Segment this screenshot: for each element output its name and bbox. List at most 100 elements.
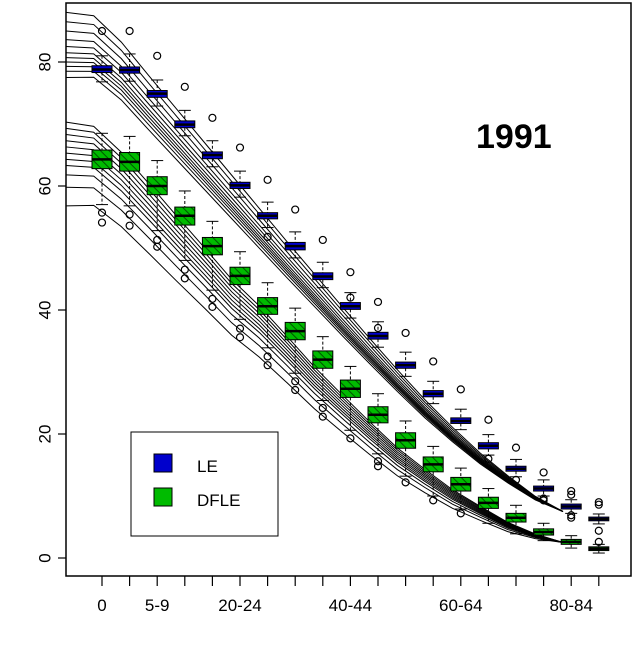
box-layer xyxy=(91,26,610,554)
box-le-16 xyxy=(533,468,555,505)
outlier-point xyxy=(594,526,603,535)
box-le-11 xyxy=(395,328,417,377)
box-le-4 xyxy=(201,113,223,168)
outlier-point xyxy=(373,457,383,466)
box-le-9 xyxy=(339,268,361,319)
trajectory-line xyxy=(66,70,564,512)
outlier-point xyxy=(97,218,107,227)
plot-frame xyxy=(65,2,632,577)
trajectory-line xyxy=(66,52,564,512)
outlier-point xyxy=(511,443,521,452)
outlier-point xyxy=(153,51,162,60)
outlier-point xyxy=(484,454,493,463)
y-tick-label: 0 xyxy=(35,553,54,562)
outlier-point xyxy=(567,490,576,499)
outlier-point xyxy=(567,486,576,496)
trajectory-line xyxy=(66,61,564,512)
outlier-point xyxy=(539,468,548,477)
trajectory-line xyxy=(66,65,564,512)
box-le-3 xyxy=(174,82,196,137)
outlier-point xyxy=(318,235,327,245)
legend-swatch-le xyxy=(153,453,173,473)
box-dfle-17 xyxy=(560,535,582,549)
outlier-point xyxy=(346,268,355,277)
box-dfle-9 xyxy=(339,365,361,443)
box-dfle-0 xyxy=(91,132,113,227)
box-le-7 xyxy=(284,205,306,259)
trajectory-line xyxy=(66,186,564,543)
outlier-point xyxy=(180,265,189,274)
box-le-0 xyxy=(91,26,113,83)
trajectory-line xyxy=(66,146,564,543)
outlier-point xyxy=(97,208,107,217)
box-le-1 xyxy=(119,26,141,82)
box-dfle-13 xyxy=(450,467,472,518)
legend-label-dfle: DFLE xyxy=(197,491,240,510)
outlier-point xyxy=(511,475,521,484)
outlier-point xyxy=(401,478,410,487)
x-tick-label: 20-24 xyxy=(218,596,261,615)
outlier-point xyxy=(125,221,134,230)
trajectory-line xyxy=(66,76,564,512)
outlier-point xyxy=(263,232,272,241)
outlier-point xyxy=(263,352,272,361)
year-annotation: 1991 xyxy=(476,118,552,156)
y-axis: 0 20 40 60 80 xyxy=(35,53,66,563)
outlier-point xyxy=(373,297,383,307)
box-dfle-14 xyxy=(477,488,499,524)
outlier-point xyxy=(429,357,438,366)
outlier-point xyxy=(318,412,327,421)
x-tick-label: 60-64 xyxy=(439,596,482,615)
outlier-point xyxy=(180,274,189,283)
box-dfle-12 xyxy=(422,445,444,505)
x-tick-label: 40-44 xyxy=(329,596,372,615)
outlier-point xyxy=(125,210,134,219)
outlier-point xyxy=(235,333,245,342)
box-dfle-15 xyxy=(505,504,527,535)
outlier-point xyxy=(318,403,327,413)
outlier-point xyxy=(291,385,300,395)
outlier-point xyxy=(235,143,245,152)
trajectory-line xyxy=(66,39,564,512)
box-dfle-10 xyxy=(367,393,389,471)
y-tick-label: 40 xyxy=(35,301,54,320)
box-le-10 xyxy=(367,297,389,348)
legend-label-le: LE xyxy=(197,457,218,476)
outlier-point xyxy=(346,434,355,443)
box-dfle-18 xyxy=(588,543,610,554)
y-tick-label: 20 xyxy=(35,425,54,444)
box-le-6 xyxy=(257,175,279,241)
outlier-point xyxy=(263,361,272,370)
outlier-point xyxy=(373,323,383,333)
legend-frame xyxy=(130,431,279,537)
outlier-point xyxy=(567,513,576,522)
box-dfle-11 xyxy=(395,420,417,487)
x-tick-label: 5-9 xyxy=(145,596,170,615)
box-dfle-2 xyxy=(146,160,168,251)
box-dfle-6 xyxy=(257,282,279,370)
outlier-point xyxy=(235,324,245,333)
y-tick-label: 80 xyxy=(35,53,54,72)
outlier-point xyxy=(484,415,493,424)
outlier-point xyxy=(346,293,355,302)
trajectory-line xyxy=(66,140,564,543)
outlier-point xyxy=(373,462,383,471)
outlier-point xyxy=(153,235,162,245)
x-tick-label: 0 xyxy=(97,596,106,615)
outlier-point xyxy=(291,377,300,386)
box-le-12 xyxy=(422,357,444,405)
trajectory-line xyxy=(66,204,563,543)
outlier-point xyxy=(153,242,162,251)
box-dfle-16 xyxy=(533,522,555,542)
x-tick-label: 80-84 xyxy=(549,596,592,615)
outlier-point xyxy=(208,113,217,122)
box-le-2 xyxy=(146,51,168,107)
box-dfle-1 xyxy=(119,135,141,230)
trajectory-line xyxy=(66,158,564,543)
box-dfle-3 xyxy=(174,190,196,283)
box-dfle-5 xyxy=(229,251,251,342)
box-le-5 xyxy=(229,143,251,198)
outlier-point xyxy=(208,302,217,311)
legend-swatch-dfle xyxy=(153,487,173,507)
